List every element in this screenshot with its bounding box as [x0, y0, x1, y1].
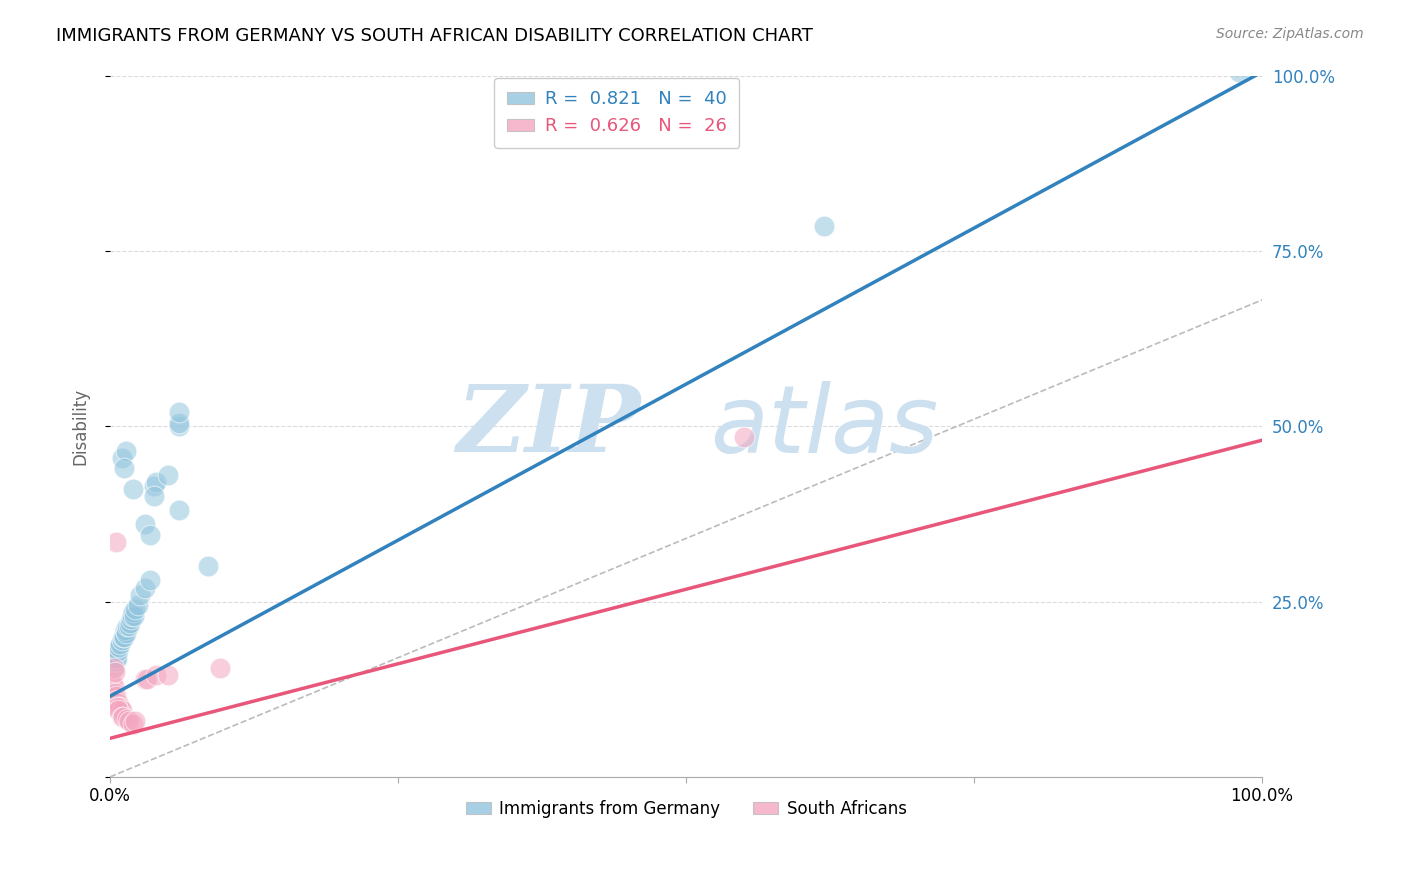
Point [134, 672, 156, 686]
Point [110, 710, 132, 724]
Point [114, 623, 136, 637]
Point [105, 692, 128, 706]
Point [110, 633, 132, 648]
Point [134, 517, 156, 532]
Point [208, 661, 231, 675]
Text: Source: ZipAtlas.com: Source: ZipAtlas.com [1216, 27, 1364, 41]
Point [110, 703, 132, 717]
Point [129, 587, 152, 601]
Point [101, 675, 124, 690]
Point [104, 690, 127, 704]
Point [118, 615, 141, 630]
Point [145, 668, 167, 682]
Point [107, 696, 129, 710]
Point [134, 581, 156, 595]
Text: IMMIGRANTS FROM GERMANY VS SOUTH AFRICAN DISABILITY CORRELATION CHART: IMMIGRANTS FROM GERMANY VS SOUTH AFRICAN… [56, 27, 813, 45]
Point [122, 717, 145, 731]
Point [127, 598, 149, 612]
Point [115, 626, 138, 640]
Point [117, 619, 139, 633]
Point [167, 503, 190, 517]
Point [104, 665, 127, 679]
Point [110, 699, 132, 714]
Point [139, 528, 162, 542]
Point [142, 479, 165, 493]
Point [104, 686, 127, 700]
Point [103, 661, 125, 675]
Y-axis label: Disability: Disability [72, 388, 89, 465]
Point [1227, 65, 1250, 79]
Point [108, 699, 131, 714]
Point [103, 661, 125, 675]
Point [117, 619, 139, 633]
Point [108, 640, 131, 654]
Point [124, 601, 146, 615]
Point [733, 430, 755, 444]
Point [107, 703, 129, 717]
Point [110, 637, 132, 651]
Point [145, 475, 167, 490]
Point [124, 714, 146, 728]
Point [197, 559, 219, 574]
Point [120, 612, 142, 626]
Point [107, 643, 129, 657]
Point [105, 650, 128, 665]
Point [117, 714, 139, 728]
Point [121, 608, 143, 623]
Point [167, 416, 190, 430]
Point [117, 712, 139, 726]
Text: ZIP: ZIP [456, 381, 640, 471]
Point [156, 468, 179, 483]
Point [115, 443, 138, 458]
Point [122, 608, 145, 623]
Point [111, 710, 134, 724]
Text: atlas: atlas [710, 381, 938, 472]
Point [103, 679, 125, 693]
Legend: Immigrants from Germany, South Africans: Immigrants from Germany, South Africans [458, 793, 914, 824]
Point [167, 419, 190, 434]
Point [112, 461, 135, 475]
Point [167, 405, 190, 419]
Point [136, 672, 159, 686]
Point [156, 668, 179, 682]
Point [110, 450, 132, 465]
Point [139, 574, 162, 588]
Point [112, 630, 135, 644]
Point [111, 630, 134, 644]
Point [105, 699, 128, 714]
Point [122, 483, 145, 497]
Point [142, 489, 165, 503]
Point [104, 535, 127, 549]
Point [104, 654, 127, 668]
Point [813, 219, 835, 234]
Point [122, 605, 145, 619]
